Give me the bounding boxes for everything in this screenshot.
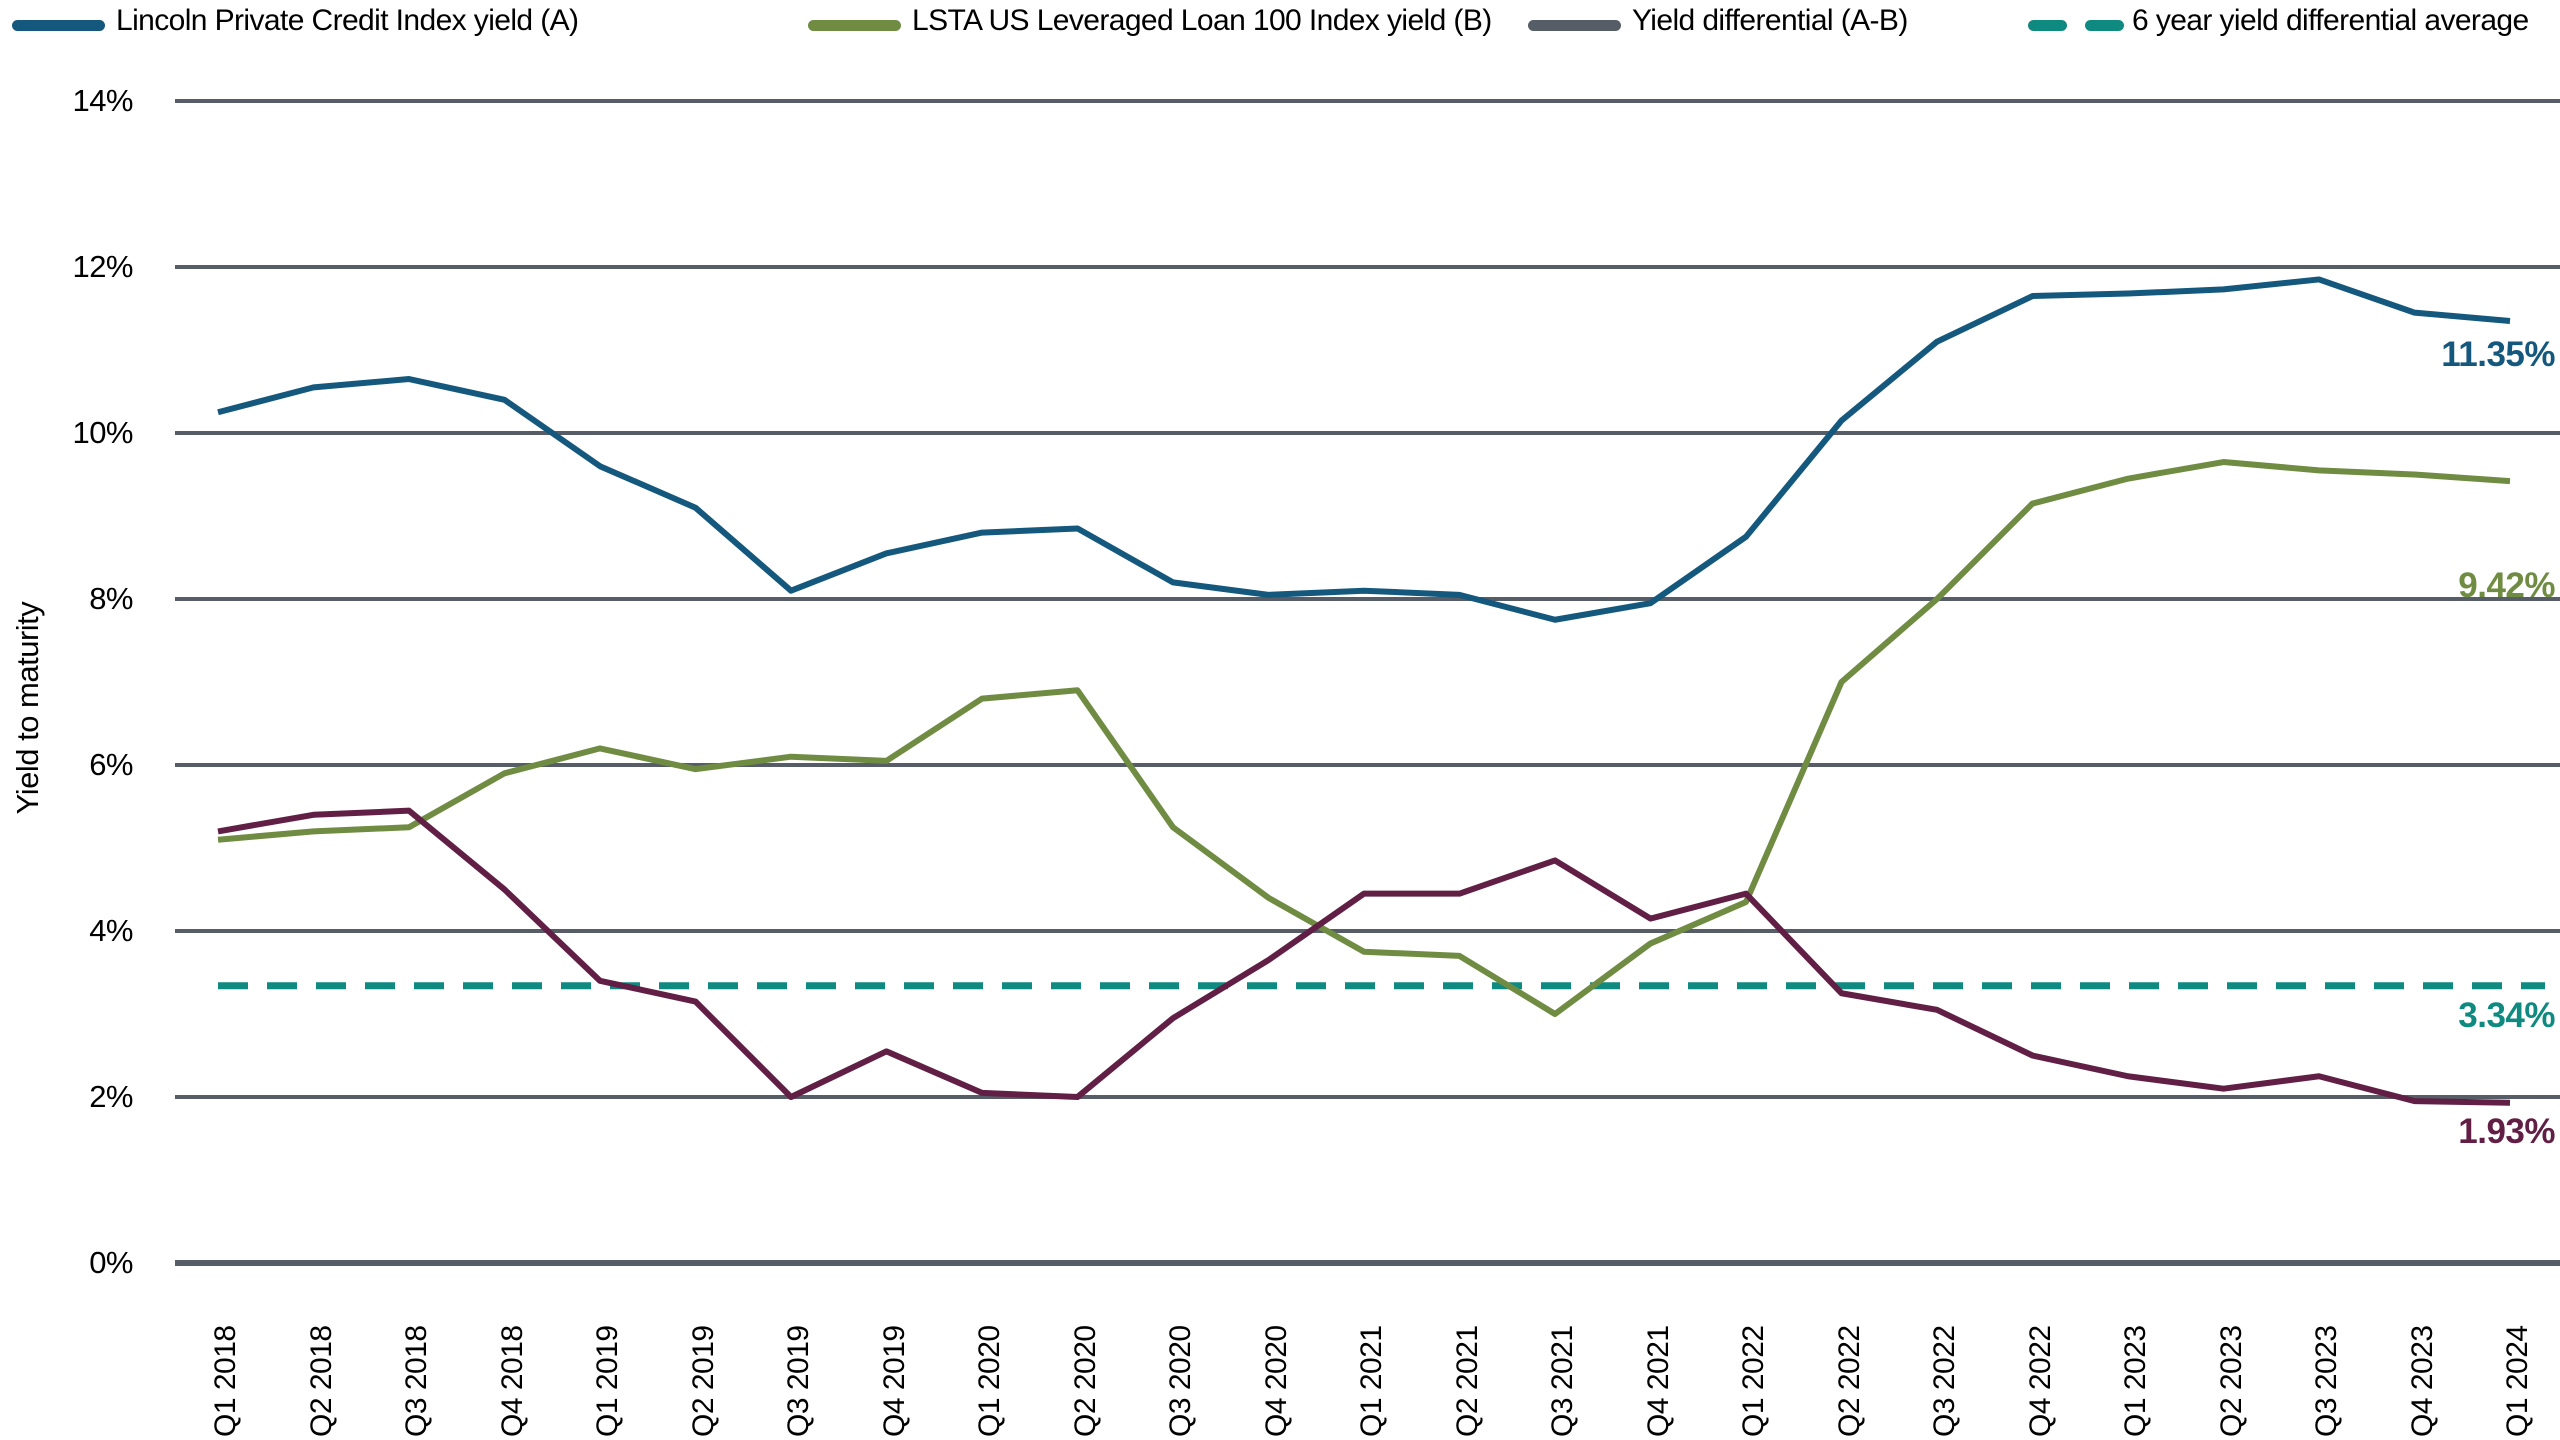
x-tick-label: Q4 2023 xyxy=(2405,1325,2439,1437)
end-label-series-3: 1.93% xyxy=(2458,1111,2555,1151)
x-tick-label: Q3 2021 xyxy=(1546,1325,1579,1437)
legend-dashed-swatch xyxy=(2085,20,2124,31)
x-tick-label: Q1 2024 xyxy=(2501,1325,2534,1437)
y-tick-label: 6% xyxy=(89,747,133,782)
series-line-3 xyxy=(217,807,2511,1106)
y-tick-label: 10% xyxy=(72,415,133,450)
x-tick-label: Q1 2018 xyxy=(209,1325,242,1437)
y-tick-label: 14% xyxy=(72,83,133,118)
x-tick-label: Q2 2023 xyxy=(2214,1325,2248,1437)
x-tick-label: Q4 2019 xyxy=(877,1325,911,1437)
x-tick-label: Q4 2022 xyxy=(2023,1325,2057,1437)
legend-swatch xyxy=(1528,20,1621,31)
end-label-series-2: 9.42% xyxy=(2458,566,2555,606)
y-tick-label: 8% xyxy=(89,581,133,616)
end-label-series-1: 11.35% xyxy=(2441,334,2555,374)
x-tick-label: Q1 2022 xyxy=(1737,1325,1770,1437)
x-tick-label: Q2 2020 xyxy=(1068,1325,1102,1437)
y-tick-label: 4% xyxy=(89,913,133,948)
series-line-1 xyxy=(217,276,2511,623)
x-tick-label: Q1 2019 xyxy=(591,1325,624,1437)
x-tick-label: Q2 2018 xyxy=(304,1325,338,1437)
x-tick-label: Q3 2018 xyxy=(400,1325,433,1437)
x-tick-label: Q3 2019 xyxy=(782,1325,815,1437)
legend-label: LSTA US Leveraged Loan 100 Index yield (… xyxy=(912,4,1492,37)
x-tick-label: Q4 2021 xyxy=(1641,1325,1675,1437)
legend-label: 6 year yield differential average xyxy=(2132,4,2529,37)
x-tick-label: Q1 2020 xyxy=(973,1325,1006,1437)
x-tick-label: Q4 2018 xyxy=(495,1325,529,1437)
x-tick-label: Q2 2021 xyxy=(1450,1325,1484,1437)
legend-swatch xyxy=(12,20,105,31)
legend-label: Lincoln Private Credit Index yield (A) xyxy=(116,4,579,37)
x-tick-label: Q2 2022 xyxy=(1832,1325,1866,1437)
x-tick-label: Q4 2020 xyxy=(1259,1325,1293,1437)
x-tick-label: Q2 2019 xyxy=(686,1325,720,1437)
x-tick-label: Q1 2023 xyxy=(2119,1325,2152,1437)
y-tick-label: 2% xyxy=(89,1079,133,1114)
x-tick-label: Q1 2021 xyxy=(1355,1325,1388,1437)
legend-label: Yield differential (A-B) xyxy=(1632,4,1908,37)
legend-dashed-swatch xyxy=(2028,20,2067,31)
y-tick-label: 0% xyxy=(89,1245,133,1280)
x-tick-label: Q3 2020 xyxy=(1164,1325,1197,1437)
end-label-series-4: 3.34% xyxy=(2458,995,2555,1035)
x-tick-label: Q3 2022 xyxy=(1928,1325,1961,1437)
legend-swatch xyxy=(808,20,901,31)
x-tick-label: Q3 2023 xyxy=(2310,1325,2343,1437)
series-line-2 xyxy=(217,459,2511,1017)
y-tick-label: 12% xyxy=(72,249,133,284)
